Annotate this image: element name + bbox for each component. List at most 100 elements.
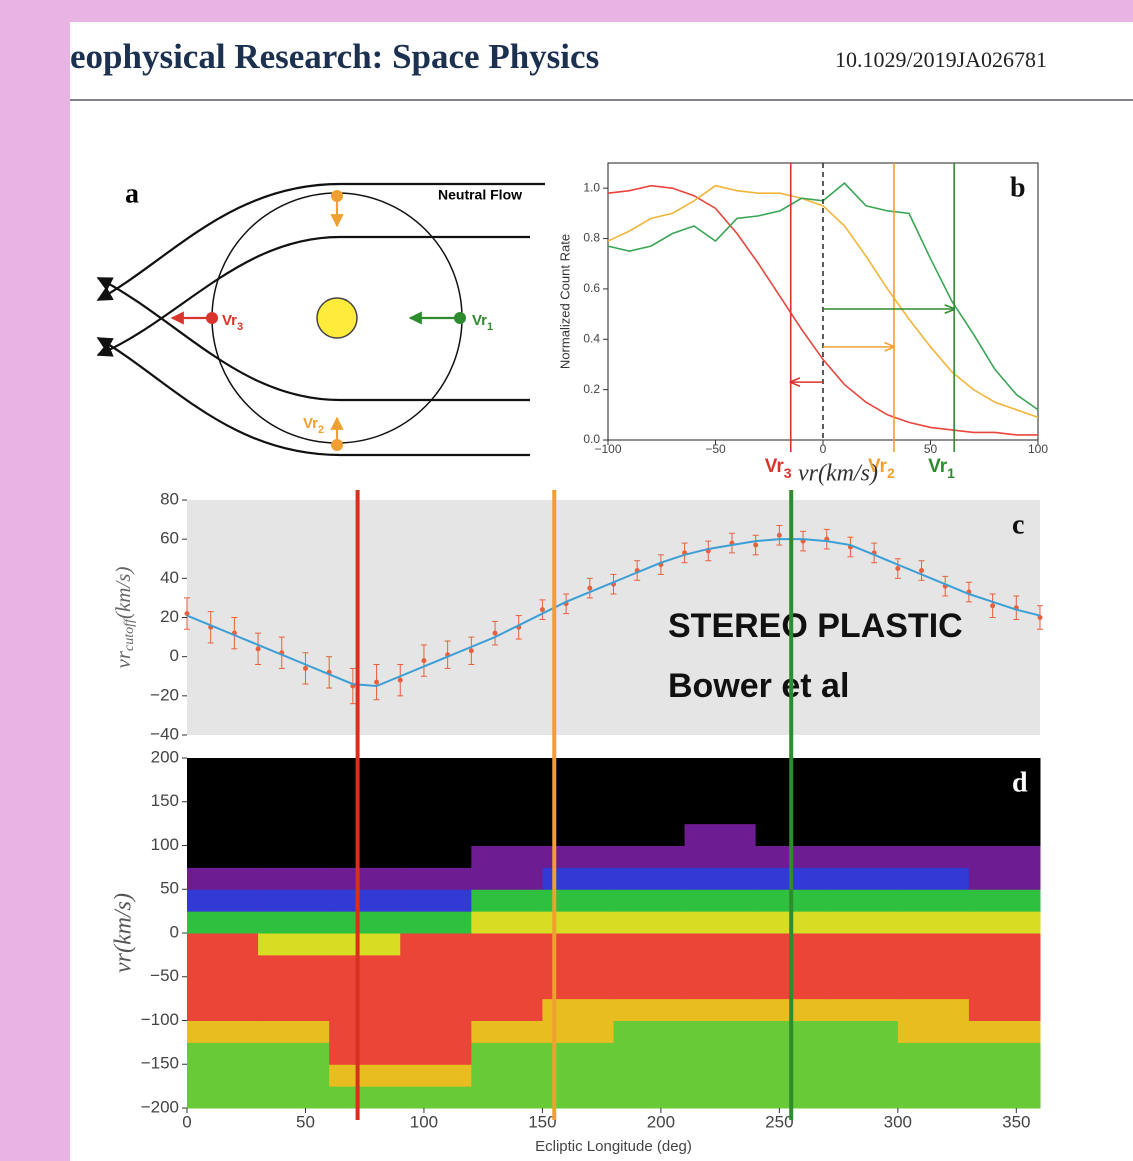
heat-cell — [827, 824, 899, 846]
y-tick-label: 150 — [151, 791, 179, 810]
heat-cell — [400, 889, 472, 911]
heat-cell — [827, 1021, 899, 1043]
data-point — [398, 678, 403, 683]
heat-cell — [614, 802, 686, 824]
annotation: Bower et al — [668, 667, 849, 705]
heat-cell — [827, 999, 899, 1021]
heat-cell — [187, 867, 259, 889]
heat-cell — [258, 758, 330, 780]
heat-cell — [685, 911, 757, 933]
heat-cell — [400, 933, 472, 955]
heat-cell — [258, 889, 330, 911]
heat-cell — [329, 889, 401, 911]
data-point — [469, 648, 474, 653]
y-tick-label: −200 — [141, 1097, 179, 1116]
x-tick-label: 350 — [1002, 1112, 1030, 1131]
heat-cell — [898, 846, 970, 868]
heat-cell — [329, 758, 401, 780]
heat-cell — [898, 780, 970, 802]
heat-cell — [329, 846, 401, 868]
heat-cell — [258, 780, 330, 802]
heat-cell — [969, 780, 1041, 802]
data-point — [421, 658, 426, 663]
heat-cell — [400, 999, 472, 1021]
journal-title: eophysical Research: Space Physics — [70, 37, 599, 76]
annotation: STEREO PLASTIC — [668, 607, 963, 645]
heat-cell — [969, 1086, 1041, 1108]
y-axis-label: Normalized Count Rate — [557, 234, 572, 369]
label-sub: cutoff — [122, 617, 137, 651]
heat-cell — [471, 1086, 543, 1108]
heat-cell — [969, 977, 1041, 999]
heat-cell — [827, 1042, 899, 1064]
heat-cell — [329, 1021, 401, 1043]
heat-cell — [685, 1042, 757, 1064]
heat-cell — [400, 1021, 472, 1043]
heat-cell — [471, 889, 543, 911]
heat-cell — [685, 889, 757, 911]
heat-cell — [187, 1086, 259, 1108]
heat-cell — [969, 955, 1041, 977]
heat-cell — [400, 955, 472, 977]
heat-cell — [685, 867, 757, 889]
heat-cell — [400, 1086, 472, 1108]
heat-cell — [258, 955, 330, 977]
heat-cell — [471, 824, 543, 846]
heat-cell — [471, 977, 543, 999]
heat-cell — [898, 802, 970, 824]
heat-cell — [685, 1064, 757, 1086]
heat-cell — [258, 911, 330, 933]
y-tick-label: −40 — [150, 724, 179, 743]
heat-cell — [685, 955, 757, 977]
x-tick-label: 300 — [884, 1112, 912, 1131]
vr2-point — [331, 190, 343, 202]
heat-cell — [329, 824, 401, 846]
flow-label: Neutral Flow — [438, 187, 522, 203]
heat-cell — [258, 1086, 330, 1108]
data-point — [777, 533, 782, 538]
heat-cell — [898, 1021, 970, 1043]
data-point — [540, 607, 545, 612]
y-tick-label: −100 — [141, 1010, 179, 1029]
data-point — [587, 586, 592, 591]
label-sub: 2 — [318, 424, 324, 436]
heat-cell — [471, 780, 543, 802]
heat-cell — [685, 977, 757, 999]
y-tick-label: −150 — [141, 1054, 179, 1073]
heat-cell — [400, 780, 472, 802]
heat-cell — [187, 889, 259, 911]
heat-cell — [258, 867, 330, 889]
data-point — [374, 680, 379, 685]
heat-cell — [898, 889, 970, 911]
heat-cell — [187, 977, 259, 999]
heat-cell — [471, 867, 543, 889]
x-tick-label: −100 — [594, 442, 621, 456]
heat-cell — [400, 911, 472, 933]
heat-cell — [969, 1021, 1041, 1043]
label-sub: 3 — [784, 465, 792, 481]
panel-label: c — [1012, 509, 1024, 540]
heat-cell — [614, 846, 686, 868]
heat-cell — [258, 977, 330, 999]
vr3-point — [206, 312, 218, 324]
panel-label: a — [125, 178, 139, 209]
heat-cell — [329, 780, 401, 802]
x-tick-label: −50 — [705, 442, 726, 456]
heat-cell — [187, 933, 259, 955]
heat-cell — [685, 1086, 757, 1108]
heat-cell — [329, 1086, 401, 1108]
heat-cell — [614, 1021, 686, 1043]
data-point — [256, 646, 261, 651]
y-tick-label: 0.8 — [583, 231, 600, 245]
heat-cell — [969, 758, 1041, 780]
heat-cell — [471, 1021, 543, 1043]
heat-cell — [827, 911, 899, 933]
x-tick-label: 100 — [1028, 442, 1048, 456]
heat-cell — [471, 846, 543, 868]
heat-cell — [614, 758, 686, 780]
y-tick-label: 1.0 — [583, 180, 600, 194]
label-main: Vr — [765, 456, 785, 477]
heat-cell — [187, 846, 259, 868]
heat-cell — [258, 1064, 330, 1086]
heat-cell — [400, 867, 472, 889]
